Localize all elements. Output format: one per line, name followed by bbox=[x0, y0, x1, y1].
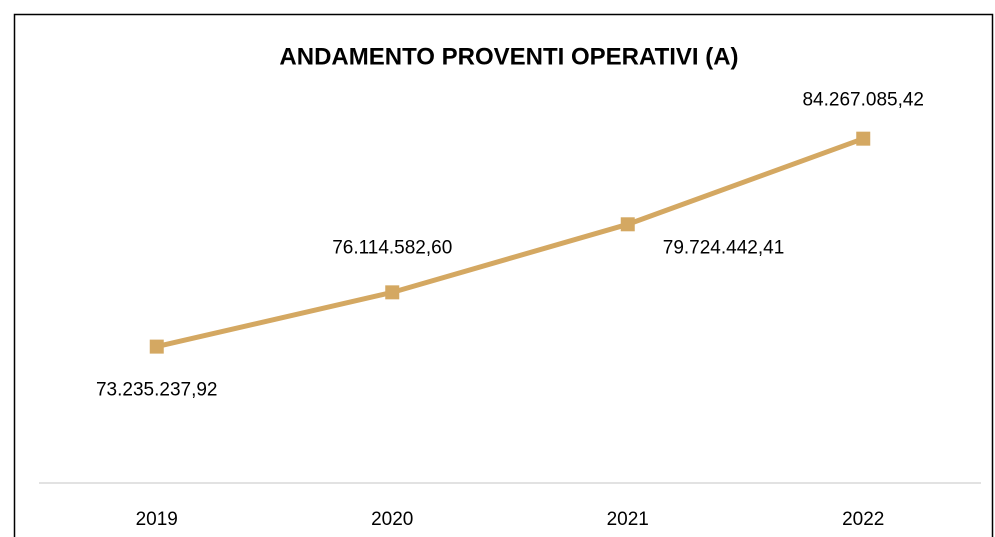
data-label: 76.114.582,60 bbox=[332, 237, 452, 258]
data-label: 79.724.442,41 bbox=[663, 237, 785, 258]
x-tick-label: 2020 bbox=[371, 509, 413, 530]
line bbox=[156, 136, 865, 350]
marker bbox=[620, 217, 635, 232]
x-tick-label: 2019 bbox=[136, 509, 178, 530]
data-label: 73.235.237,92 bbox=[96, 380, 218, 401]
marker bbox=[149, 339, 164, 354]
marker bbox=[385, 285, 400, 300]
data-label: 84.267.085,42 bbox=[802, 90, 924, 111]
chart-title: ANDAMENTO PROVENTI OPERATIVI (A) bbox=[279, 43, 738, 70]
frame bbox=[13, 13, 994, 537]
marker bbox=[856, 131, 871, 146]
x-tick-label: 2021 bbox=[607, 509, 649, 530]
x-tick-label: 2022 bbox=[842, 509, 884, 530]
